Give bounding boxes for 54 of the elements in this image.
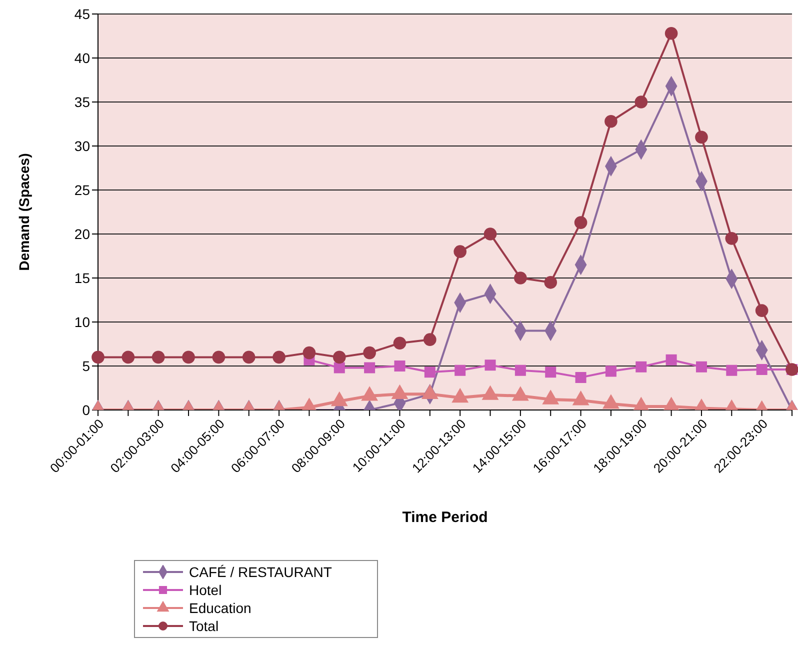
y-tick-label: 20 [74,226,90,242]
x-axis-title: Time Period [402,509,488,526]
point [92,350,104,364]
legend-label: CAFÉ / RESTAURANT [189,564,332,580]
point [605,366,616,377]
point [695,130,708,144]
point [424,366,436,378]
y-tick-label: 5 [82,358,90,374]
point [545,366,556,378]
point [514,272,527,284]
point [302,346,316,360]
y-tick-label: 25 [74,182,90,198]
y-tick-label: 35 [74,94,90,110]
y-tick-label: 10 [74,314,90,330]
point [182,350,195,364]
point [363,346,376,360]
point [666,354,677,366]
y-tick-label: 30 [74,138,90,154]
point [575,372,586,383]
point [696,361,707,372]
point [484,228,497,240]
y-tick-label: 40 [74,50,90,66]
point [332,350,346,364]
point [212,350,226,364]
legend-label: Education [189,600,252,616]
point [726,364,738,376]
point [574,216,588,229]
point [636,361,647,372]
point [334,362,345,374]
point [755,304,768,317]
point [394,360,406,372]
point [756,364,768,376]
point [152,350,165,364]
y-axis-title: Demand (Spaces) [16,153,32,271]
point [725,232,738,245]
point [454,245,467,258]
point [634,96,648,108]
point [272,350,286,364]
y-tick-label: 45 [74,6,90,22]
legend-label: Total [189,618,219,634]
point [122,350,135,364]
point [664,26,678,40]
point [604,114,618,128]
point [423,333,436,346]
y-tick-label: 0 [82,402,90,418]
point [393,336,406,350]
point [454,364,466,376]
point [242,350,256,364]
legend-label: Hotel [189,582,222,598]
y-tick-label: 15 [74,270,90,286]
point [514,364,526,376]
point [364,362,376,374]
point [544,276,558,289]
point [484,360,496,371]
